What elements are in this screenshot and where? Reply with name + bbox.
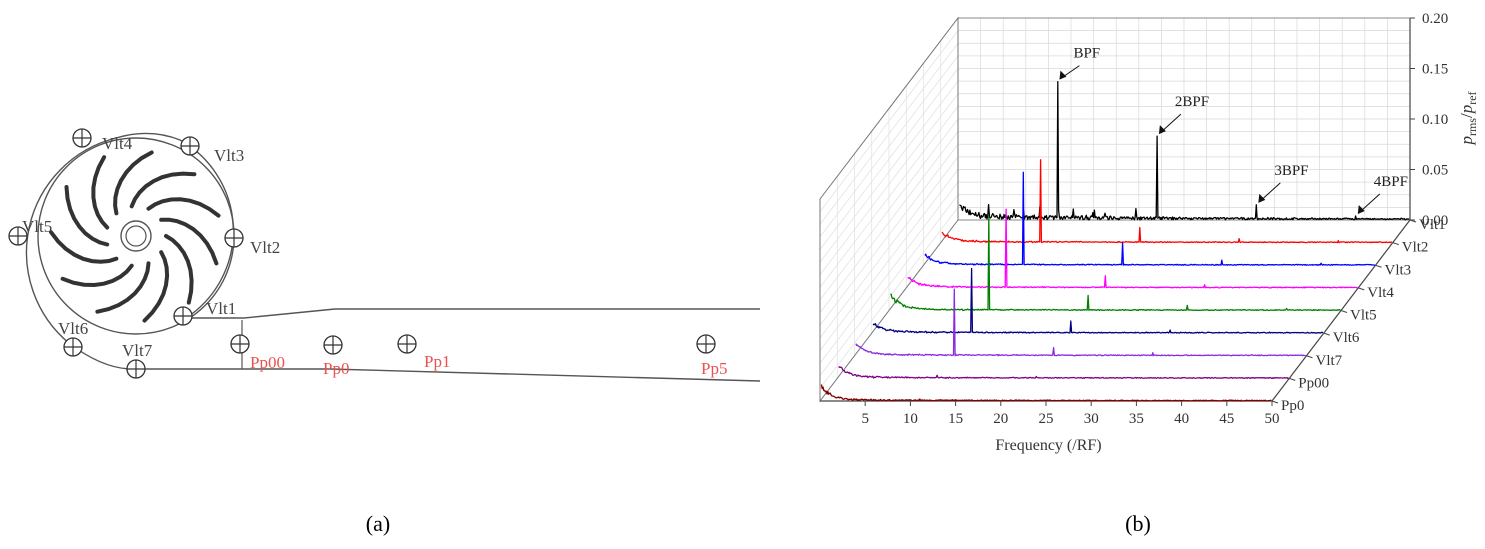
impeller-blade <box>64 185 110 247</box>
caption-a: (a) <box>366 511 390 536</box>
annotation-arrowhead <box>1059 70 1067 80</box>
impeller-blade <box>129 171 197 209</box>
label-vlt2: Vlt2 <box>250 238 280 257</box>
label-vlt6: Vlt6 <box>58 319 88 338</box>
series-line-vlt1 <box>959 80 1410 221</box>
label-vlt5: Vlt5 <box>22 217 52 236</box>
z-axis-label: prms/pref <box>1457 91 1479 145</box>
depth-tick <box>1340 310 1348 313</box>
series-line-vlt4 <box>907 208 1358 289</box>
x-tick-label: 20 <box>993 411 1008 427</box>
impeller-blade <box>91 155 110 230</box>
series-line-vlt2 <box>941 159 1393 244</box>
impeller-blade <box>95 261 151 314</box>
annotation-arrowhead <box>1158 125 1166 135</box>
label-pp1: Pp1 <box>424 352 450 371</box>
impeller-ring <box>37 137 235 335</box>
series-line-vlt6 <box>872 267 1324 334</box>
label-vlt3: Vlt3 <box>214 146 244 165</box>
impeller-blade <box>49 230 119 264</box>
z-tick-label: 0.05 <box>1422 163 1448 179</box>
x-tick-label: 50 <box>1265 411 1280 427</box>
impeller-blade <box>159 217 219 266</box>
x-tick-label: 10 <box>903 411 918 427</box>
x-tick-label: 15 <box>948 411 963 427</box>
annotation-arrowhead <box>1258 193 1266 203</box>
z-tick-label: 0.15 <box>1422 62 1448 78</box>
panel-b-waterfall-spectrum: Vlt1 Vlt2 Vlt3 Vlt4 Vlt5 Vlt6 Vlt7 Pp00 Pp0 5 10 15… <box>819 11 1479 454</box>
x-tick-label: 5 <box>861 411 869 427</box>
impeller-blade <box>164 234 194 305</box>
label-pp00: Pp00 <box>250 353 285 372</box>
label-vlt4: Vlt4 <box>102 134 133 153</box>
depth-tick <box>1271 400 1279 404</box>
annotation-3bpf: 3BPF <box>1274 163 1308 179</box>
z-tick-label: 0.10 <box>1422 112 1448 128</box>
series-label-vlt2: Vlt2 <box>1402 240 1429 256</box>
series-line-vlt5 <box>890 215 1341 312</box>
series-label-vlt5: Vlt5 <box>1350 308 1377 324</box>
depth-tick <box>1358 287 1365 291</box>
series-label-pp00: Pp00 <box>1298 375 1329 391</box>
x-tick-label: 35 <box>1129 411 1144 427</box>
depth-tick <box>1375 264 1382 268</box>
depth-tick <box>1392 242 1399 246</box>
x-tick-label: 25 <box>1039 411 1054 427</box>
label-vlt7: Vlt7 <box>122 341 153 360</box>
series-line-pp00 <box>838 366 1289 380</box>
caption-b: (b) <box>1125 511 1151 536</box>
x-tick-label: 30 <box>1084 411 1099 427</box>
annotation-2bpf: 2BPF <box>1175 94 1209 110</box>
annotation-bpf: BPF <box>1073 46 1100 62</box>
panel-a-pump-schematic: Vlt1 Vlt2 Vlt3 Vlt4 Vlt5 Vlt6 Vlt7 Pp00 Pp0 Pp1 Pp… <box>8 128 761 382</box>
depth-tick <box>1306 355 1313 359</box>
label-pp5: Pp5 <box>701 359 727 378</box>
impeller-shaft <box>125 225 147 247</box>
annotation-4bpf: 4BPF <box>1374 174 1408 190</box>
volute-inner-wall <box>115 132 760 319</box>
impeller-hub <box>120 220 152 252</box>
depth-tick <box>1289 377 1296 381</box>
series-label-vlt6: Vlt6 <box>1333 330 1360 346</box>
series-label-vlt4: Vlt4 <box>1367 285 1394 301</box>
series-label-vlt1: Vlt1 <box>1419 217 1446 233</box>
series-line-vlt3 <box>924 171 1376 266</box>
impeller-blade <box>142 250 170 323</box>
label-pp0: Pp0 <box>323 359 349 378</box>
side-wall <box>819 16 959 403</box>
x-tick-label: 45 <box>1219 411 1234 427</box>
series-line-vlt7 <box>855 288 1306 357</box>
series-label-vlt7: Vlt7 <box>1316 353 1343 369</box>
series-label-vlt3: Vlt3 <box>1385 262 1412 278</box>
x-tick-label: 40 <box>1174 411 1189 427</box>
x-axis-label: Frequency (/RF) <box>995 437 1101 454</box>
series-line-pp0 <box>820 384 1272 402</box>
depth-tick <box>1323 332 1330 336</box>
impeller-blade <box>60 263 134 288</box>
volute-casing <box>25 137 761 382</box>
series-label-pp0: Pp0 <box>1281 398 1304 414</box>
z-tick-label: 0.00 <box>1422 213 1448 229</box>
impeller-blade <box>113 150 154 216</box>
label-vlt1: Vlt1 <box>206 299 236 318</box>
impeller-blade <box>146 197 221 218</box>
z-tick-label: 0.20 <box>1422 11 1448 27</box>
annotation-arrowhead <box>1357 204 1365 214</box>
